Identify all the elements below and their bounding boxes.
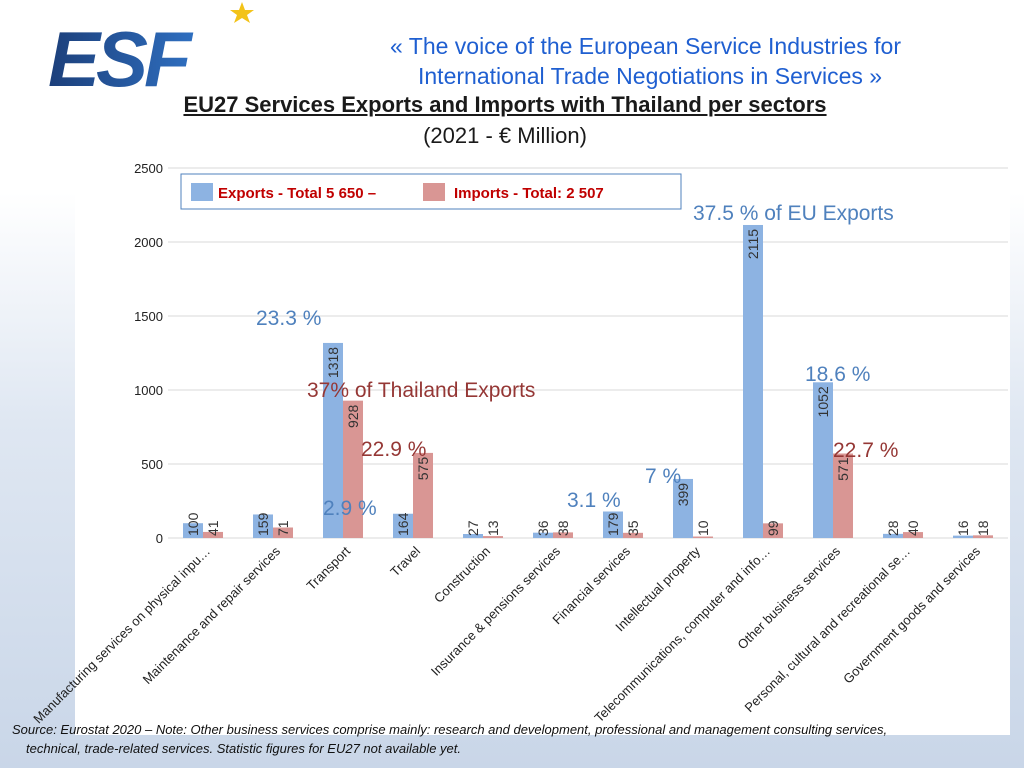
export-bar bbox=[393, 513, 413, 538]
export-bar bbox=[253, 514, 273, 538]
export-bar bbox=[183, 523, 203, 538]
export-value-label: 36 bbox=[535, 520, 551, 536]
page-title: EU27 Services Exports and Imports with T… bbox=[0, 92, 1010, 118]
y-tick-label: 1500 bbox=[134, 309, 163, 324]
import-bar bbox=[833, 453, 853, 538]
export-value-label: 2115 bbox=[745, 229, 761, 259]
import-bar bbox=[973, 535, 993, 538]
esf-logo: ESF bbox=[48, 2, 254, 95]
tagline: « The voice of the European Service Indu… bbox=[390, 31, 990, 91]
export-value-label: 16 bbox=[955, 520, 971, 536]
import-bar bbox=[273, 527, 293, 538]
annotation-label: 37% of Thailand Exports bbox=[307, 379, 535, 402]
annotation-label: 7 % bbox=[645, 465, 681, 488]
export-bar bbox=[673, 478, 693, 538]
category-label: Transport bbox=[304, 543, 354, 593]
annotation-label: 22.9 % bbox=[361, 438, 426, 461]
export-value-label: 1318 bbox=[325, 347, 341, 378]
import-bar bbox=[693, 536, 713, 538]
import-bar bbox=[553, 532, 573, 538]
export-bar bbox=[953, 535, 973, 538]
category-label: Insurance & pensions services bbox=[428, 543, 564, 679]
export-bar bbox=[323, 342, 343, 538]
import-value-label: 71 bbox=[275, 520, 291, 536]
import-value-label: 928 bbox=[345, 404, 361, 428]
footnote-line2: technical, trade-related services. Stati… bbox=[26, 741, 461, 756]
legend-swatch-imports bbox=[423, 183, 445, 201]
import-value-label: 99 bbox=[765, 520, 781, 536]
export-bar bbox=[883, 533, 903, 538]
import-bar bbox=[623, 532, 643, 538]
export-value-label: 399 bbox=[675, 483, 691, 507]
export-value-label: 100 bbox=[185, 512, 201, 536]
import-bar bbox=[763, 523, 783, 538]
import-value-label: 35 bbox=[625, 520, 641, 536]
export-value-label: 27 bbox=[465, 520, 481, 536]
export-bar bbox=[463, 534, 483, 538]
import-value-label: 41 bbox=[205, 520, 221, 536]
chart-subtitle: (2021 - € Million) bbox=[423, 123, 587, 148]
import-value-label: 575 bbox=[415, 457, 431, 481]
export-value-label: 164 bbox=[395, 512, 411, 536]
chart-panel bbox=[75, 150, 1010, 735]
import-bar bbox=[343, 400, 363, 538]
footnote-line1: Source: Eurostat 2020 – Note: Other busi… bbox=[12, 722, 888, 737]
export-value-label: 159 bbox=[255, 512, 271, 536]
legend-label-imports: Imports - Total: 2 507 bbox=[454, 185, 604, 202]
category-label: Maintenance and repair services bbox=[140, 543, 284, 687]
import-bar bbox=[903, 532, 923, 538]
import-value-label: 10 bbox=[695, 520, 711, 536]
annotation-label: 22.7 % bbox=[833, 439, 898, 462]
y-tick-label: 500 bbox=[141, 457, 163, 472]
logo-text: ESF bbox=[48, 15, 194, 95]
legend-swatch-exports bbox=[191, 183, 213, 201]
legend-label-exports: Exports - Total 5 650 – bbox=[218, 185, 376, 202]
annotation-label: 3.1 % bbox=[567, 489, 621, 512]
footnote: Source: Eurostat 2020 – Note: Other busi… bbox=[12, 720, 1002, 758]
y-tick-label: 0 bbox=[156, 531, 163, 546]
import-value-label: 571 bbox=[835, 457, 851, 481]
export-bar bbox=[813, 382, 833, 538]
import-value-label: 40 bbox=[905, 520, 921, 536]
export-value-label: 179 bbox=[605, 512, 621, 536]
tagline-line2: International Trade Negotiations in Serv… bbox=[418, 63, 883, 89]
export-value-label: 1052 bbox=[815, 386, 831, 417]
category-label: Travel bbox=[387, 543, 423, 579]
export-bar bbox=[743, 224, 763, 539]
export-bar bbox=[533, 532, 553, 538]
import-bar bbox=[203, 531, 223, 538]
category-label: Construction bbox=[431, 544, 493, 606]
annotation-label: 2.9 % bbox=[323, 497, 377, 520]
category-label: Government goods and services bbox=[840, 543, 983, 686]
export-value-label: 28 bbox=[885, 520, 901, 536]
y-tick-label: 1000 bbox=[134, 383, 163, 398]
annotation-label: 18.6 % bbox=[805, 363, 870, 386]
y-tick-label: 2000 bbox=[134, 235, 163, 250]
star-icon bbox=[230, 2, 254, 23]
import-value-label: 38 bbox=[555, 520, 571, 536]
tagline-line1: « The voice of the European Service Indu… bbox=[390, 33, 901, 59]
y-tick-label: 2500 bbox=[134, 161, 163, 176]
import-value-label: 13 bbox=[485, 520, 501, 536]
import-bar bbox=[413, 452, 433, 538]
export-bar bbox=[603, 511, 623, 538]
import-bar bbox=[483, 536, 503, 538]
annotation-label: 23.3 % bbox=[256, 307, 321, 330]
import-value-label: 18 bbox=[975, 520, 991, 536]
annotation-label: 37.5 % of EU Exports bbox=[693, 202, 894, 225]
chart-title: EU27 Services Exports and Imports with T… bbox=[183, 92, 827, 117]
